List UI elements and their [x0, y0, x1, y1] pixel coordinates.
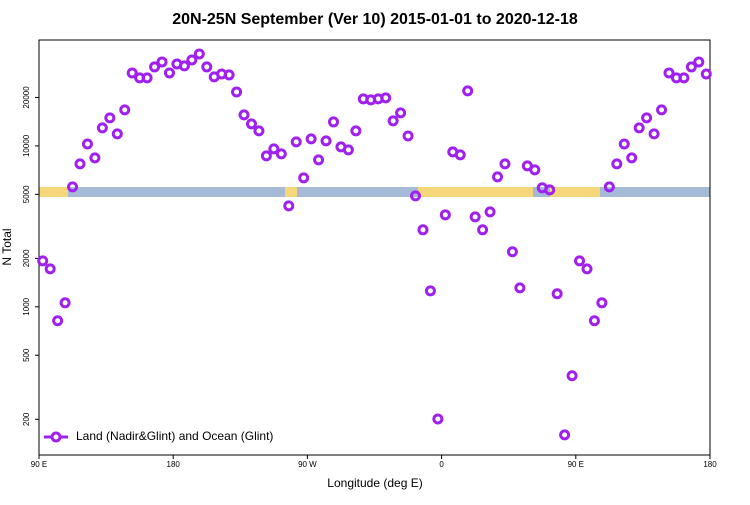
point	[223, 69, 235, 81]
legend-label: Land (Nadir&Glint) and Ocean (Glint)	[76, 429, 273, 443]
point	[178, 60, 190, 72]
point	[290, 136, 302, 148]
point	[700, 68, 712, 80]
point	[163, 67, 175, 79]
point	[544, 184, 556, 196]
point	[588, 315, 600, 327]
point	[611, 158, 623, 170]
point	[327, 116, 339, 128]
point	[618, 138, 630, 150]
point	[201, 61, 213, 73]
point	[417, 224, 429, 236]
point	[59, 297, 71, 309]
point	[432, 413, 444, 425]
point	[305, 133, 317, 145]
point	[566, 370, 578, 382]
point	[156, 56, 168, 68]
point	[387, 115, 399, 127]
point	[74, 158, 86, 170]
point	[37, 255, 49, 267]
point	[551, 288, 563, 300]
point	[454, 149, 466, 161]
point	[193, 48, 205, 60]
x-tick-label: 90 W	[298, 460, 317, 469]
point	[439, 209, 451, 221]
y-tick-label: 2000	[22, 249, 31, 267]
point	[574, 255, 586, 267]
point	[477, 224, 489, 236]
point	[663, 67, 675, 79]
point	[484, 206, 496, 218]
point	[492, 171, 504, 183]
point	[67, 181, 79, 193]
point	[424, 285, 436, 297]
point	[685, 61, 697, 73]
map-strip	[39, 187, 710, 197]
point	[596, 297, 608, 309]
point	[268, 143, 280, 155]
y-tick-label: 5000	[22, 185, 31, 203]
x-tick-label: 90 E	[31, 460, 47, 469]
point	[462, 85, 474, 97]
x-tick-label: 90 E	[568, 460, 584, 469]
y-tick-label: 500	[22, 348, 31, 362]
point	[245, 118, 257, 130]
x-tick-label: 180	[167, 460, 181, 469]
point	[111, 128, 123, 140]
point	[506, 246, 518, 258]
y-tick-label: 10000	[22, 134, 31, 157]
point	[283, 200, 295, 212]
point	[410, 190, 422, 202]
point	[81, 138, 93, 150]
y-axis-label: N Total	[0, 228, 14, 265]
point	[402, 130, 414, 142]
point	[626, 152, 638, 164]
point	[342, 144, 354, 156]
y-tick-label: 20000	[22, 86, 31, 109]
plot-frame	[38, 39, 711, 456]
point	[395, 107, 407, 119]
point	[514, 282, 526, 294]
point	[275, 148, 287, 160]
point	[126, 67, 138, 79]
x-tick-label: 180	[703, 460, 717, 469]
chart-title: 20N-25N September (Ver 10) 2015-01-01 to…	[172, 11, 578, 28]
point	[119, 104, 131, 116]
point	[141, 72, 153, 84]
point	[678, 72, 690, 84]
point	[350, 125, 362, 137]
point	[104, 112, 116, 124]
legend-marker	[50, 431, 62, 443]
point	[186, 54, 198, 66]
point	[96, 122, 108, 134]
point	[298, 172, 310, 184]
point	[499, 158, 511, 170]
point	[469, 211, 481, 223]
y-tick-label: 200	[22, 412, 31, 426]
point	[89, 152, 101, 164]
point	[238, 109, 250, 121]
x-tick-label: 0	[439, 460, 444, 469]
point	[313, 154, 325, 166]
point	[44, 263, 56, 275]
point	[380, 92, 392, 104]
point	[559, 429, 571, 441]
x-axis-label: Longitude (deg E)	[327, 476, 422, 490]
point	[641, 112, 653, 124]
point	[603, 181, 615, 193]
point	[320, 135, 332, 147]
point	[648, 128, 660, 140]
point	[149, 61, 161, 73]
point	[581, 263, 593, 275]
point	[52, 315, 64, 327]
point	[231, 86, 243, 98]
point	[260, 150, 272, 162]
point	[253, 125, 265, 137]
point	[633, 122, 645, 134]
point	[529, 164, 541, 176]
y-tick-label: 1000	[22, 297, 31, 315]
point	[656, 104, 668, 116]
point	[693, 56, 705, 68]
